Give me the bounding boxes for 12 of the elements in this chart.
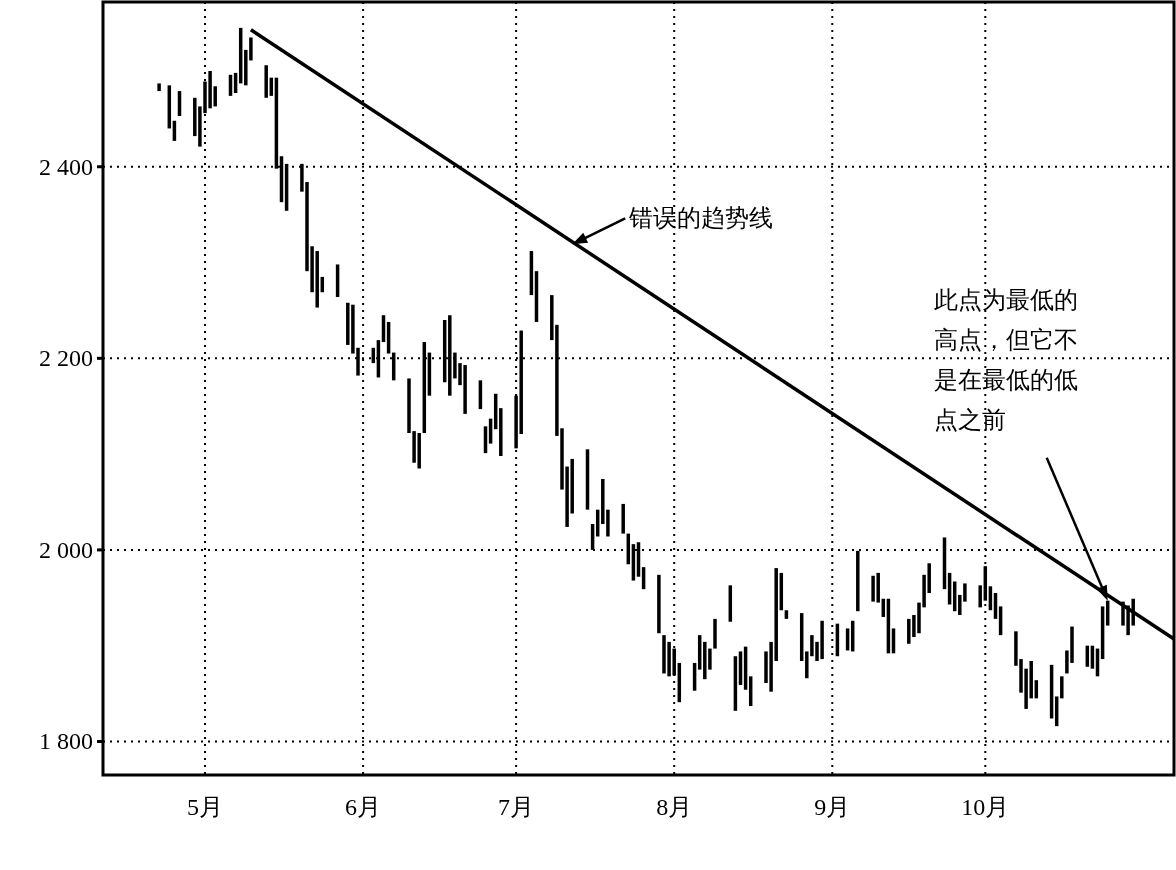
y-tick-label: 2 400 (39, 153, 93, 180)
y-tick-label: 1 800 (39, 728, 93, 755)
x-tick-label: 8月 (656, 794, 693, 820)
x-tick-label: 10月 (961, 794, 1010, 820)
annotation: 此点为最低的高点，但它不是在最低的低点之前 (933, 285, 1078, 434)
x-tick-label: 5月 (187, 794, 223, 820)
x-tick-label: 6月 (345, 794, 382, 820)
y-tick-label: 2 000 (39, 536, 93, 563)
y-tick-label: 2 200 (39, 345, 93, 372)
x-tick-label: 7月 (498, 794, 535, 820)
annotation: 错误的趋势线 (628, 204, 774, 233)
x-tick-label: 9月 (814, 794, 851, 820)
